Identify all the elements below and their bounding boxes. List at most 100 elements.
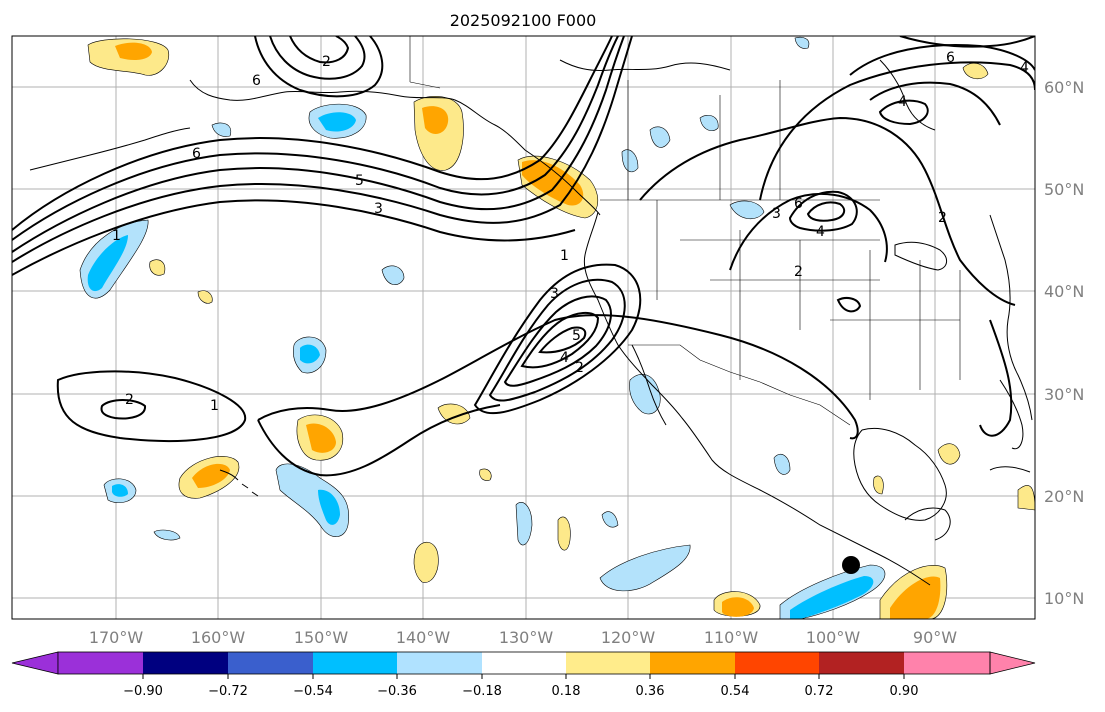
contour-labels: 2 6 6 5 3 1 1 3 5 4 2 2 1 3 4 6 2 4 2 4 … xyxy=(112,50,1029,414)
positive-anomaly-patch xyxy=(557,516,571,551)
negative-anomaly-patch xyxy=(515,502,533,546)
colorbar-tick-label: −0.18 xyxy=(462,684,502,699)
lon-label: 170°W xyxy=(89,628,144,647)
positive-anomaly-patch xyxy=(873,475,884,495)
colorbar-tick-label: −0.90 xyxy=(123,684,163,699)
contour-label: 1 xyxy=(112,228,121,244)
colorbar-tick-label: −0.72 xyxy=(208,684,248,699)
borders xyxy=(409,36,961,426)
yucatan xyxy=(904,507,951,541)
east-coast xyxy=(989,214,1033,421)
positive-anomaly-patch xyxy=(962,62,989,80)
colorbar-segment xyxy=(397,652,482,674)
contour-line xyxy=(12,36,633,263)
positive-anomaly-patch xyxy=(479,468,492,481)
colorbar-extend-low xyxy=(11,651,59,675)
lat-label: 30°N xyxy=(1044,385,1084,404)
contour-line xyxy=(257,404,501,477)
positive-anomaly-patch xyxy=(149,259,166,276)
baja-peninsula xyxy=(631,344,667,426)
contour-label: 4 xyxy=(560,350,569,366)
colorbar-segment xyxy=(904,652,990,674)
contour-label: 2 xyxy=(794,264,803,280)
colorbar-tick-label: −0.36 xyxy=(377,684,417,699)
contour-line xyxy=(520,312,600,369)
colorbar-segment xyxy=(566,652,650,674)
colorbar-tick-label: 0.72 xyxy=(805,684,834,699)
colorbar-tick-label: 0.54 xyxy=(721,684,750,699)
negative-anomaly-patch xyxy=(699,115,719,131)
florida xyxy=(999,379,1024,450)
contour-line xyxy=(639,116,1016,306)
contour-label: 4 xyxy=(816,224,825,240)
contour-lines xyxy=(12,36,1035,477)
great-lakes xyxy=(894,241,947,271)
colorbar-segment xyxy=(482,652,566,674)
contour-line xyxy=(12,36,619,241)
contour-line xyxy=(759,61,1035,201)
contour-line xyxy=(289,36,350,64)
colorbar-segment xyxy=(313,652,397,674)
contour-label: 6 xyxy=(192,146,201,162)
colorbar-tick-label: 0.90 xyxy=(890,684,919,699)
negative-anomaly-patch xyxy=(773,454,791,475)
contour-line xyxy=(849,44,1035,76)
contour-line xyxy=(488,278,626,402)
contour-line xyxy=(100,399,146,420)
colorbar-segment xyxy=(58,652,143,674)
map-frame xyxy=(11,35,1036,620)
contour-line xyxy=(869,81,1001,126)
negative-anomaly-patch xyxy=(629,373,661,415)
map-title: 2025092100 F000 xyxy=(450,11,597,30)
contour-label: 5 xyxy=(572,328,581,344)
aleutian-islands xyxy=(29,127,191,171)
lon-label: 150°W xyxy=(294,628,349,647)
colorbar-tick-label: 0.18 xyxy=(552,684,581,699)
contour-line xyxy=(806,201,846,222)
contour-line xyxy=(729,193,888,271)
contour-label: 3 xyxy=(550,286,559,302)
contour-label: 2 xyxy=(322,54,331,70)
map-area: 2 6 6 5 3 1 1 3 5 4 2 2 1 3 4 6 2 4 2 4 … xyxy=(12,36,1035,619)
contour-label: 3 xyxy=(374,201,383,217)
anomaly-shading xyxy=(79,37,1035,619)
contour-label: 6 xyxy=(794,196,803,212)
contour-line xyxy=(56,370,247,442)
colorbar-segment xyxy=(143,652,228,674)
colorbar-segment xyxy=(819,652,904,674)
colorbar-segment xyxy=(650,652,735,674)
longitude-labels: 170°W 160°W 150°W 140°W 130°W 120°W 110°… xyxy=(89,628,957,647)
colorbar-segment xyxy=(228,652,313,674)
lat-label: 10°N xyxy=(1044,589,1084,608)
contour-label: 1 xyxy=(560,248,569,264)
positive-anomaly-patch xyxy=(1017,485,1035,511)
lat-label: 50°N xyxy=(1044,180,1084,199)
contour-label: 4 xyxy=(1020,60,1029,76)
contour-line xyxy=(878,99,929,126)
colorbar-extend-high xyxy=(989,651,1036,675)
negative-anomaly-patch xyxy=(649,126,671,148)
latitude-labels: 60°N 50°N 40°N 30°N 20°N 10°N xyxy=(1044,78,1084,608)
lon-label: 100°W xyxy=(806,628,861,647)
positive-anomaly-patch xyxy=(413,542,439,583)
contour-line xyxy=(257,314,859,440)
contour-label: 2 xyxy=(125,392,134,408)
negative-anomaly-patch xyxy=(599,544,691,592)
lon-label: 140°W xyxy=(396,628,451,647)
contour-label: 6 xyxy=(252,73,261,89)
contour-label: 6 xyxy=(946,50,955,66)
contour-label: 2 xyxy=(575,360,584,376)
storm-center-marker xyxy=(842,556,860,574)
positive-anomaly-patch xyxy=(937,443,961,465)
contour-label: 1 xyxy=(210,398,219,414)
negative-anomaly-patch xyxy=(729,200,765,219)
positive-anomaly-patch xyxy=(197,290,213,304)
lon-label: 90°W xyxy=(913,628,957,647)
contour-line xyxy=(473,263,642,415)
canada-arctic xyxy=(559,59,731,71)
lon-label: 130°W xyxy=(499,628,554,647)
contour-line xyxy=(269,36,366,80)
contour-line xyxy=(12,36,613,231)
contour-line xyxy=(899,36,1035,48)
colorbar-tick-label: 0.36 xyxy=(636,684,665,699)
